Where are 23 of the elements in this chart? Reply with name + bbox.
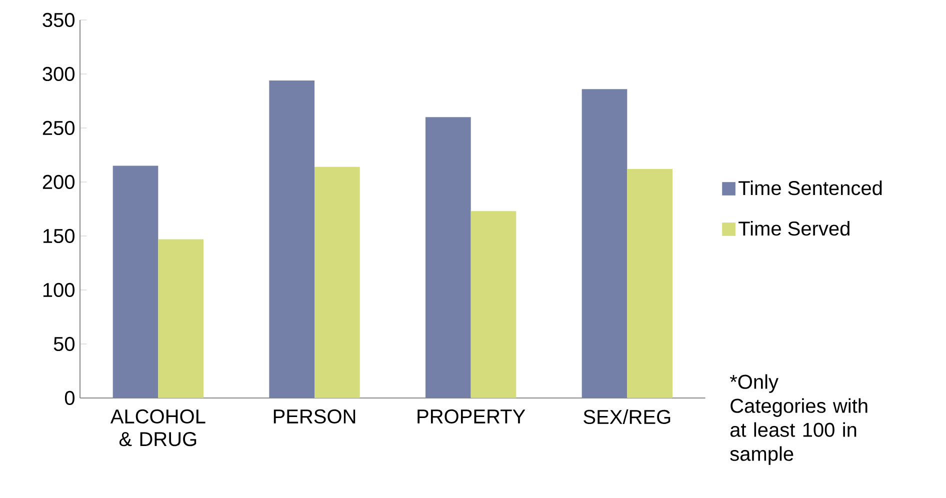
- bar: [314, 166, 360, 398]
- y-tick-label: 100: [43, 282, 74, 298]
- y-tick-label: 50: [54, 336, 74, 352]
- y-tick-label: 300: [42, 66, 74, 82]
- x-tick-label: PERSON: [274, 409, 356, 424]
- y-tick-label: 0: [64, 390, 75, 406]
- x-tick-label: SEX/REG: [584, 409, 670, 424]
- legend-label: Time Served: [738, 220, 850, 236]
- x-tick-label: PROPERTY: [418, 409, 526, 424]
- bar: [426, 117, 471, 398]
- bar: [158, 239, 204, 398]
- y-tick-label: 250: [42, 120, 74, 136]
- bar: [112, 166, 158, 398]
- y-tick-label: 350: [42, 12, 74, 28]
- bar: [269, 80, 315, 398]
- y-tick-label: 200: [42, 174, 74, 190]
- legend-label: Time Sentenced: [738, 180, 882, 196]
- bar: [627, 169, 672, 398]
- text: *Only Categories with at least 100 in sample: [730, 374, 868, 465]
- x-tick-label: ALCOHOL & DRUG: [110, 409, 206, 446]
- bar: [470, 211, 516, 398]
- y-tick-label: 150: [43, 228, 74, 244]
- bar: [582, 89, 628, 398]
